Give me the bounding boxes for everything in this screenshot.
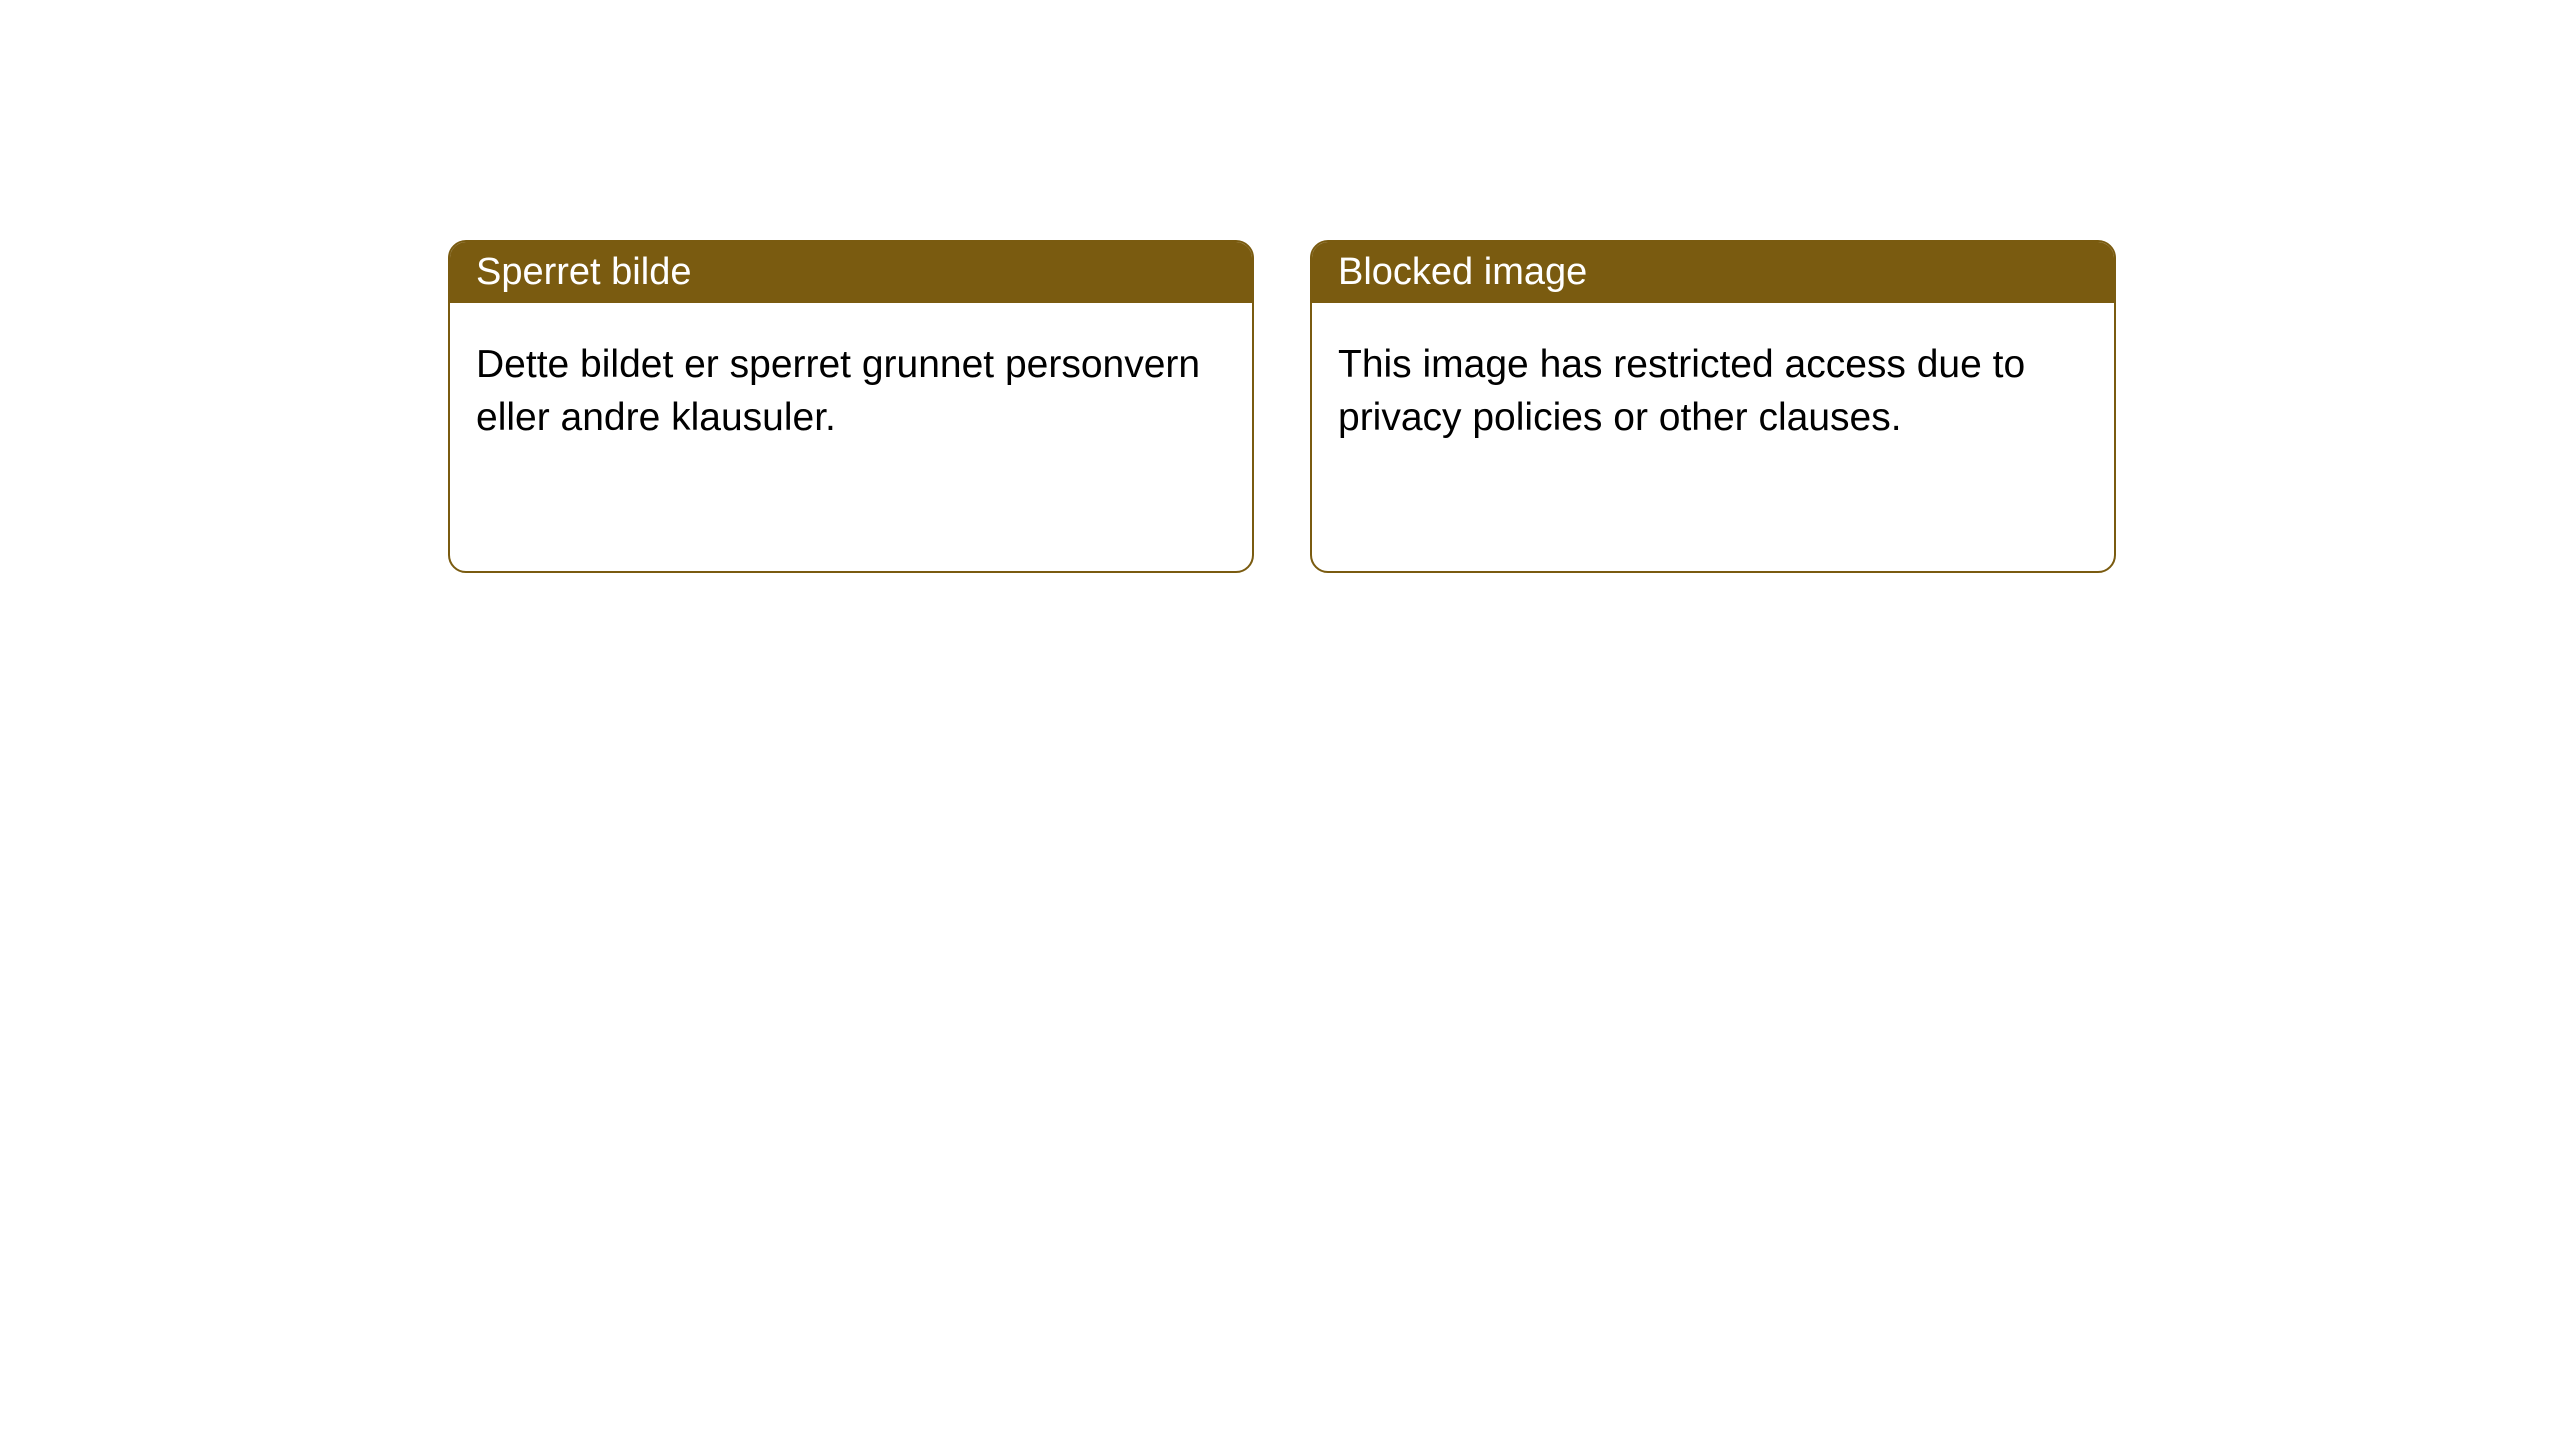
card-body-norwegian: Dette bildet er sperret grunnet personve… — [450, 303, 1252, 571]
card-header-norwegian: Sperret bilde — [450, 242, 1252, 303]
blocked-image-card-english: Blocked image This image has restricted … — [1310, 240, 2116, 573]
card-body-english: This image has restricted access due to … — [1312, 303, 2114, 571]
notice-container: Sperret bilde Dette bildet er sperret gr… — [0, 0, 2560, 573]
card-header-english: Blocked image — [1312, 242, 2114, 303]
blocked-image-card-norwegian: Sperret bilde Dette bildet er sperret gr… — [448, 240, 1254, 573]
